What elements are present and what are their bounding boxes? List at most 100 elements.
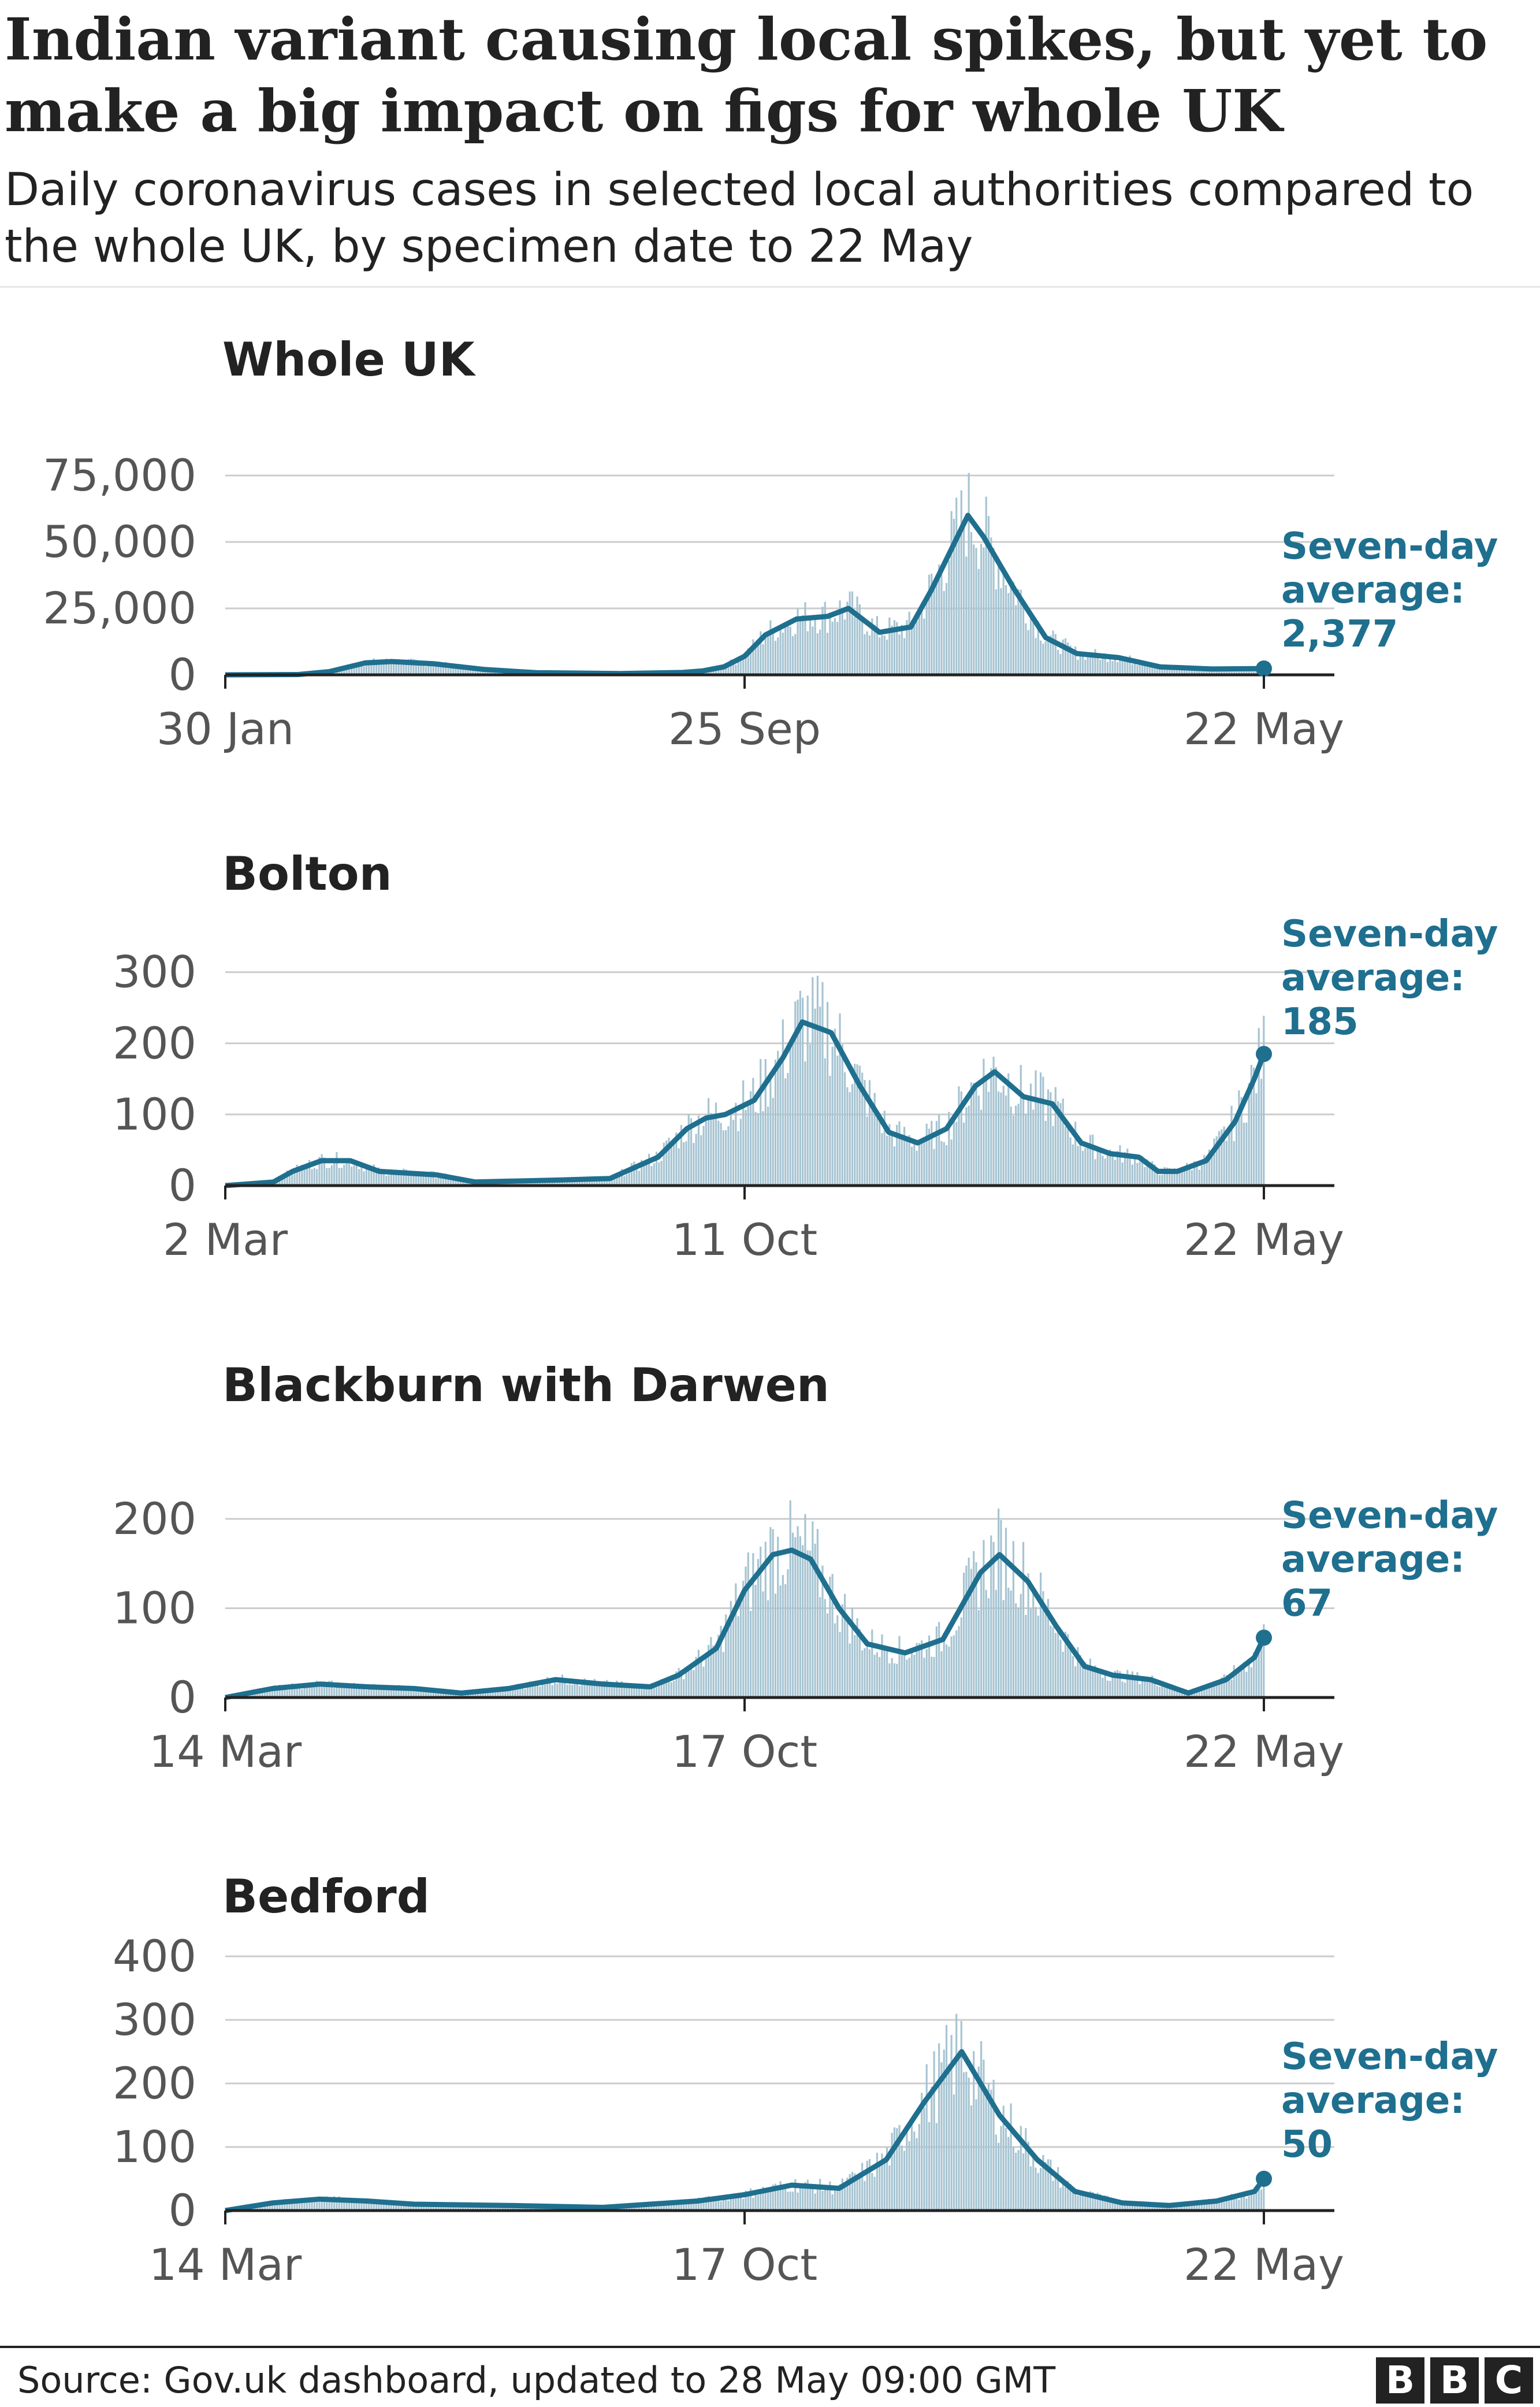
bar [293,1172,296,1186]
bar [1067,1123,1069,1186]
bar [1186,667,1188,675]
bar [1211,2199,1213,2211]
bar [1067,642,1069,675]
bar [1057,649,1059,675]
bar [410,1175,412,1186]
bar [403,2202,405,2211]
bar [804,1514,806,1697]
panel-title: Whole UK [222,333,477,387]
bar [345,2198,348,2211]
bar [864,1648,866,1697]
bar [323,1681,326,1697]
bar [445,2204,447,2211]
bar [918,2124,920,2211]
bar [1062,1651,1064,1697]
bar [586,1682,588,1697]
bar [658,1162,660,1186]
bar [1186,1162,1188,1186]
bar [806,996,809,1186]
bar [630,2206,633,2211]
bar [858,1065,861,1186]
bar [858,604,861,675]
bar [1050,1625,1052,1697]
bar [638,1171,641,1186]
bar [814,620,816,675]
bar [1169,1688,1171,1697]
bar [516,1684,519,1697]
bar [1000,588,1002,675]
bar [434,1691,437,1697]
bar [1238,669,1240,675]
bar [313,1168,315,1186]
bar [975,2099,977,2211]
bar [980,1570,983,1697]
bar [462,1179,464,1186]
bar [879,1656,881,1697]
bar [643,1165,645,1186]
bar [447,668,449,675]
bar [1163,1167,1166,1186]
bar [338,2196,340,2211]
seven-day-annotation: 2,377 [1281,613,1398,656]
bar [338,1682,340,1697]
bar [712,2196,715,2211]
bar [683,1142,685,1186]
bar [732,1120,735,1186]
bar [1109,1681,1111,1697]
bar [789,1039,791,1186]
bar [737,660,739,675]
bar [1141,1679,1144,1697]
bar [288,1171,291,1186]
bar [745,1109,747,1186]
bar [1084,1662,1087,1697]
bar [812,1521,814,1697]
x-tick-label: 11 Oct [672,1214,817,1265]
seven-day-annotation: average: [1281,2079,1465,2122]
bar [1248,1664,1250,1697]
bar [1200,2200,1203,2211]
bar [355,1686,358,1697]
bar [1146,2205,1148,2211]
bar [886,1135,888,1186]
bar [821,982,824,1186]
bar [1099,2194,1102,2211]
bar [846,1621,849,1697]
bar [655,1687,658,1697]
bar [566,1684,568,1697]
bar [363,1171,365,1186]
bar [382,662,385,675]
bar [977,569,980,675]
bar [968,2078,970,2211]
bar [1139,664,1141,675]
bar [447,2204,449,2211]
bar [455,1693,457,1697]
bar [1111,2202,1114,2211]
bar [1089,656,1092,675]
bar [1156,1686,1158,1697]
bar [1074,1666,1077,1697]
bar [928,2122,931,2211]
bar [1052,630,1054,675]
bar [1171,667,1173,675]
bar [1228,1678,1230,1697]
bar [420,2203,422,2211]
bar [534,1181,536,1186]
bar [589,1682,591,1697]
bar [449,1692,452,1697]
bar [970,1569,973,1697]
bar [1027,1097,1029,1186]
bar [1206,1159,1208,1186]
bar [442,666,445,675]
bar [958,1086,960,1186]
bar [883,2161,886,2211]
bar [754,642,757,675]
bar [336,2200,338,2211]
bar [873,2176,876,2211]
x-tick-label: 22 May [1184,1214,1344,1265]
bar [1235,1670,1238,1697]
bar [574,1179,576,1186]
bar [276,2202,278,2211]
bar [308,1682,311,1697]
bar [819,1006,821,1186]
bar [987,2083,990,2211]
